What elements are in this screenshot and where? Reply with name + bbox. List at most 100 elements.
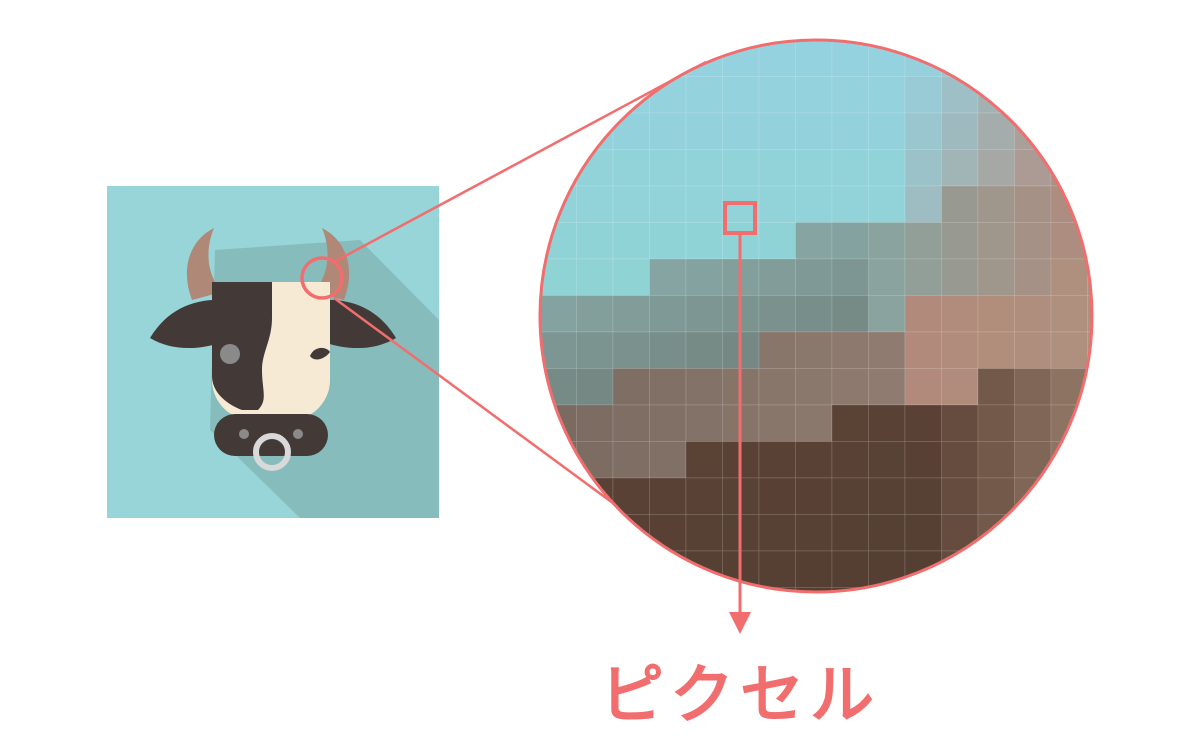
pixel-cell (941, 40, 979, 77)
pixel-cell (649, 331, 687, 369)
pixel-cell (868, 295, 906, 333)
pixel-cell (1014, 477, 1052, 515)
pixel-cell (904, 587, 942, 592)
pixel-cell (1014, 404, 1052, 442)
pixel-cell (941, 441, 979, 479)
pixel-cell (941, 477, 979, 515)
pixel-cell (1014, 40, 1052, 77)
pixel-cell (1014, 550, 1052, 588)
pixel-cell (941, 258, 979, 296)
pixel-cell (904, 76, 942, 114)
left-ear (150, 299, 228, 349)
pixel-cell (649, 149, 687, 187)
pixel-cell (868, 587, 906, 592)
pixel-cell (941, 295, 979, 333)
pixel-cell (576, 550, 614, 588)
pixel-cell (649, 441, 687, 479)
pixel-cell (758, 550, 796, 588)
pixel-cell (1050, 477, 1088, 515)
pixel-cell (831, 112, 869, 150)
pixel-cell (540, 587, 577, 592)
pixel-cell (831, 550, 869, 588)
pixel-cell (831, 441, 869, 479)
pixel-cell (540, 550, 577, 588)
pixel-cell (540, 40, 577, 77)
pixel-cell (1014, 76, 1052, 114)
pixel-cell (795, 368, 833, 406)
pixel-cell (1050, 587, 1088, 592)
pixel-cell (795, 550, 833, 588)
pixel-cell (685, 149, 723, 187)
pixel-cell (722, 112, 760, 150)
pixel-cell (795, 404, 833, 442)
pixel-cell (1087, 295, 1092, 333)
pixel-cell (831, 587, 869, 592)
pixel-cell (795, 76, 833, 114)
pixel-cell (540, 477, 577, 515)
pixel-cell (1087, 76, 1092, 114)
pixel-cell (977, 331, 1015, 369)
pixel-cell (685, 404, 723, 442)
pixel-cell (612, 550, 650, 588)
pixel-cell (685, 514, 723, 552)
cow-icon-tile (107, 186, 439, 518)
pixel-cell (831, 149, 869, 187)
pixel-cell (1087, 112, 1092, 150)
pixel-cell (758, 295, 796, 333)
pixel-cell (1087, 441, 1092, 479)
pixel-cell (941, 514, 979, 552)
pixel-cell (758, 331, 796, 369)
nose-ring-icon (253, 433, 291, 471)
pixel-cell (758, 149, 796, 187)
pixel-cell (1014, 295, 1052, 333)
pixel-cell (540, 149, 577, 187)
cow-head-icon (150, 228, 439, 518)
pixel-cell (941, 149, 979, 187)
pixel-cell (795, 441, 833, 479)
pixel-cell (1050, 514, 1088, 552)
pixel-cell (1050, 331, 1088, 369)
pixel-cell (612, 295, 650, 333)
pixel-cell (649, 368, 687, 406)
pixel-cell (904, 514, 942, 552)
pixel-cell (576, 222, 614, 260)
pixel-cell (831, 185, 869, 223)
pixel-cell (941, 112, 979, 150)
pixel-cell (868, 76, 906, 114)
pixel-cell (758, 404, 796, 442)
pixel-cell (941, 404, 979, 442)
pixel-cell (977, 368, 1015, 406)
pixel-cell (1087, 368, 1092, 406)
pixel-cell (649, 404, 687, 442)
pixel-cell (831, 404, 869, 442)
pixel-cell (868, 477, 906, 515)
pixel-cell (1014, 331, 1052, 369)
pixel-cell (795, 295, 833, 333)
pixel-cell (649, 587, 687, 592)
pixel-cell (1050, 76, 1088, 114)
pixel-cell (576, 258, 614, 296)
pixel-cell (540, 112, 577, 150)
pixel-cell (904, 404, 942, 442)
pixel-cell (685, 185, 723, 223)
pixel-cell (831, 76, 869, 114)
pixel-cell (977, 258, 1015, 296)
pixel-cell (612, 368, 650, 406)
pixel-cell (1087, 477, 1092, 515)
pixel-cell (722, 76, 760, 114)
pixel-cell (722, 40, 760, 77)
pixel-cell (904, 331, 942, 369)
pixel-grid (540, 40, 1092, 592)
pixel-cell (612, 331, 650, 369)
pixel-cell (649, 514, 687, 552)
pixel-cell (540, 295, 577, 333)
left-nostril (239, 429, 249, 439)
zoom-connector-bottom (333, 296, 637, 522)
pixel-cell (1014, 368, 1052, 406)
pixel-cell (868, 368, 906, 406)
label-arrow-head (729, 612, 751, 634)
pixel-cell (868, 185, 906, 223)
pixel-cell (576, 514, 614, 552)
pixel-cell (1087, 40, 1092, 77)
pixel-cell (1050, 550, 1088, 588)
